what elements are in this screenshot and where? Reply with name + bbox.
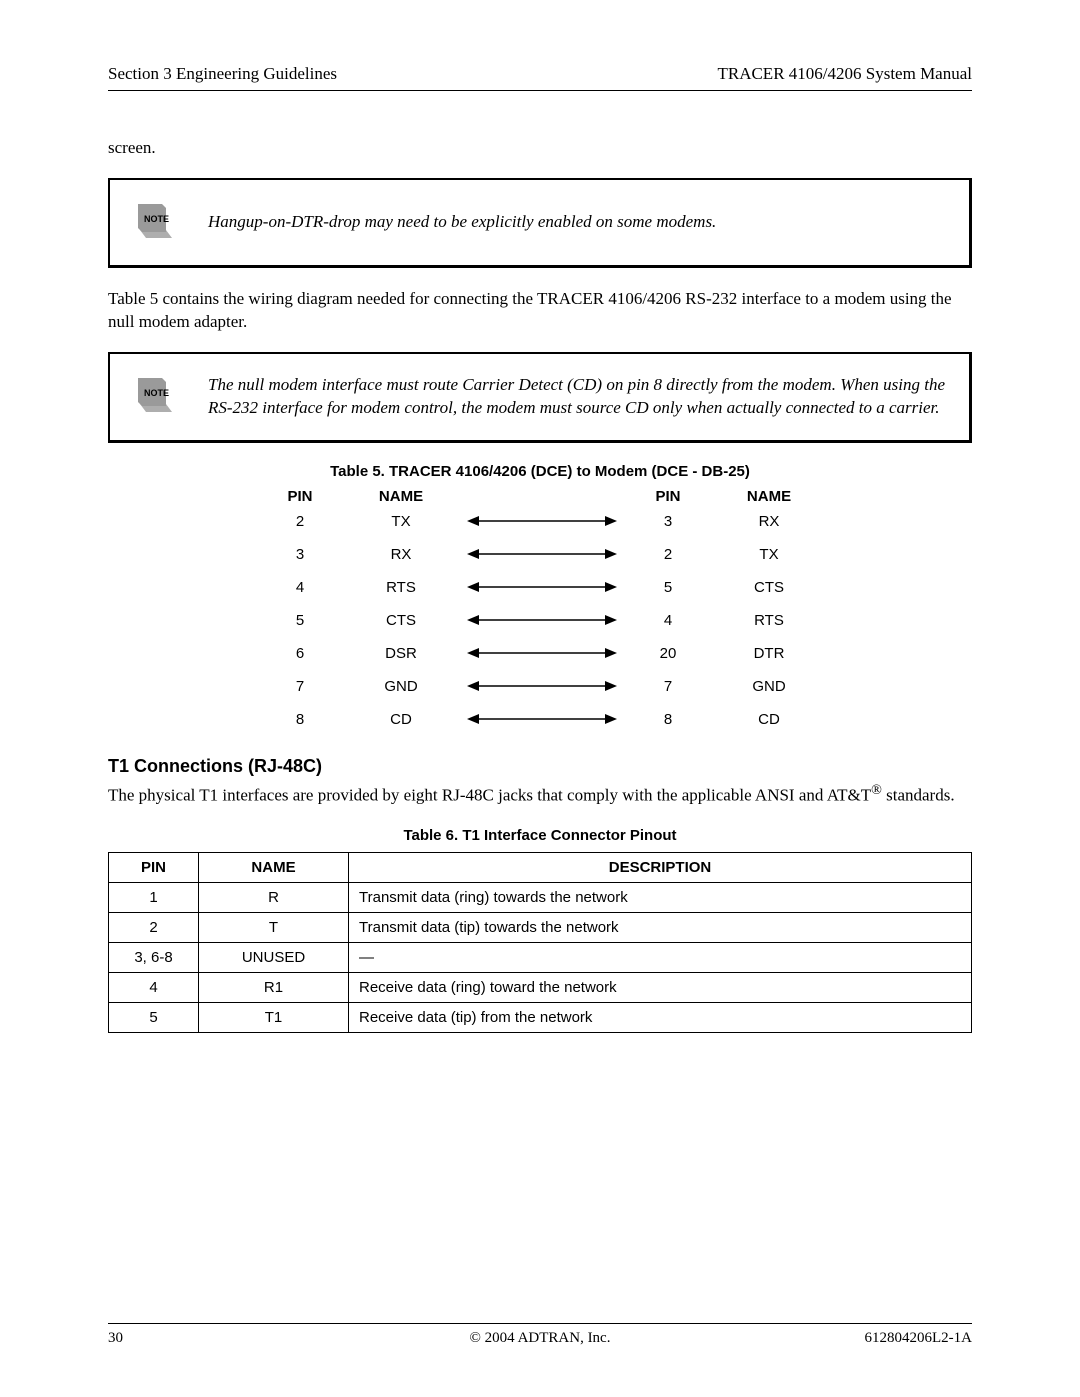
- wiring-pin-left: 6: [260, 645, 340, 662]
- wiring-row: 2TX 3RX: [260, 513, 820, 530]
- note-text-1: Hangup-on-DTR-drop may need to be explic…: [208, 211, 716, 234]
- table5-hdr-name-l: NAME: [346, 488, 456, 505]
- pin-cell: 1: [109, 883, 199, 913]
- wiring-pin-right: 2: [628, 546, 708, 563]
- desc-cell: Transmit data (tip) towards the network: [349, 913, 972, 943]
- wiring-name-right: RTS: [714, 612, 824, 629]
- page-header: Section 3 Engineering Guidelines TRACER …: [108, 64, 972, 91]
- name-cell: R1: [199, 973, 349, 1003]
- wiring-name-left: TX: [346, 513, 456, 530]
- wiring-pin-right: 4: [628, 612, 708, 629]
- desc-cell: Receive data (ring) toward the network: [349, 973, 972, 1003]
- table-row: 5T1Receive data (tip) from the network: [109, 1003, 972, 1033]
- pin-cell: 3, 6-8: [109, 943, 199, 973]
- wiring-row: 6DSR 20DTR: [260, 645, 820, 662]
- wiring-pin-left: 8: [260, 711, 340, 728]
- table5-hdr-pin-r: PIN: [628, 488, 708, 505]
- table6-hdr-name: NAME: [199, 853, 349, 883]
- wiring-name-right: CD: [714, 711, 824, 728]
- wiring-pin-right: 5: [628, 579, 708, 596]
- desc-cell: Receive data (tip) from the network: [349, 1003, 972, 1033]
- t1-para-suffix: standards.: [882, 785, 955, 804]
- wiring-name-right: GND: [714, 678, 824, 695]
- t1-heading: T1 Connections (RJ-48C): [108, 756, 972, 777]
- page-footer: 30 © 2004 ADTRAN, Inc. 612804206L2-1A: [108, 1323, 972, 1347]
- header-right: TRACER 4106/4206 System Manual: [717, 64, 972, 84]
- double-arrow-icon: [462, 680, 622, 692]
- wiring-name-right: RX: [714, 513, 824, 530]
- wiring-pin-right: 8: [628, 711, 708, 728]
- table6-hdr-pin: PIN: [109, 853, 199, 883]
- continuation-text: screen.: [108, 137, 972, 160]
- t1-para-prefix: The physical T1 interfaces are provided …: [108, 785, 871, 804]
- double-arrow-icon: [462, 614, 622, 626]
- note-icon: NOTE: [132, 374, 172, 419]
- table5-hdr-name-r: NAME: [714, 488, 824, 505]
- table-row: 3, 6-8UNUSED—: [109, 943, 972, 973]
- table-row: 1RTransmit data (ring) towards the netwo…: [109, 883, 972, 913]
- wiring-row: 5CTS 4RTS: [260, 612, 820, 629]
- pin-cell: 2: [109, 913, 199, 943]
- name-cell: R: [199, 883, 349, 913]
- table5-hdr-pin-l: PIN: [260, 488, 340, 505]
- body-para-1: Table 5 contains the wiring diagram need…: [108, 288, 972, 334]
- wiring-name-left: RTS: [346, 579, 456, 596]
- wiring-pin-right: 3: [628, 513, 708, 530]
- wiring-pin-left: 3: [260, 546, 340, 563]
- name-cell: T: [199, 913, 349, 943]
- note-box-2: NOTE The null modem interface must route…: [108, 352, 972, 443]
- pin-cell: 5: [109, 1003, 199, 1033]
- wiring-name-right: TX: [714, 546, 824, 563]
- header-left: Section 3 Engineering Guidelines: [108, 64, 337, 84]
- table6-hdr-desc: DESCRIPTION: [349, 853, 972, 883]
- wiring-name-left: CD: [346, 711, 456, 728]
- wiring-pin-right: 7: [628, 678, 708, 695]
- table5-wiring: PIN NAME PIN NAME 2TX 3RX3RX 2TX4RTS 5CT…: [260, 488, 820, 728]
- wiring-pin-left: 5: [260, 612, 340, 629]
- table6: PIN NAME DESCRIPTION 1RTransmit data (ri…: [108, 852, 972, 1033]
- footer-center: © 2004 ADTRAN, Inc.: [108, 1330, 972, 1347]
- wiring-name-left: CTS: [346, 612, 456, 629]
- wiring-name-right: DTR: [714, 645, 824, 662]
- note-box-1: NOTE Hangup-on-DTR-drop may need to be e…: [108, 178, 972, 268]
- svg-text:NOTE: NOTE: [144, 214, 169, 224]
- pin-cell: 4: [109, 973, 199, 1003]
- table5-caption: Table 5. TRACER 4106/4206 (DCE) to Modem…: [108, 463, 972, 480]
- name-cell: T1: [199, 1003, 349, 1033]
- note-icon: NOTE: [132, 200, 172, 245]
- wiring-row: 8CD 8CD: [260, 711, 820, 728]
- note-text-2: The null modem interface must route Carr…: [208, 374, 947, 420]
- wiring-row: 3RX 2TX: [260, 546, 820, 563]
- wiring-row: 7GND 7GND: [260, 678, 820, 695]
- registered-mark: ®: [871, 782, 882, 798]
- wiring-name-left: RX: [346, 546, 456, 563]
- name-cell: UNUSED: [199, 943, 349, 973]
- wiring-name-right: CTS: [714, 579, 824, 596]
- double-arrow-icon: [462, 713, 622, 725]
- desc-cell: —: [349, 943, 972, 973]
- double-arrow-icon: [462, 515, 622, 527]
- wiring-name-left: GND: [346, 678, 456, 695]
- table-row: 4R1Receive data (ring) toward the networ…: [109, 973, 972, 1003]
- wiring-name-left: DSR: [346, 645, 456, 662]
- table-row: 2TTransmit data (tip) towards the networ…: [109, 913, 972, 943]
- double-arrow-icon: [462, 581, 622, 593]
- t1-para: The physical T1 interfaces are provided …: [108, 781, 972, 808]
- wiring-pin-left: 7: [260, 678, 340, 695]
- wiring-pin-left: 4: [260, 579, 340, 596]
- desc-cell: Transmit data (ring) towards the network: [349, 883, 972, 913]
- svg-text:NOTE: NOTE: [144, 388, 169, 398]
- wiring-pin-right: 20: [628, 645, 708, 662]
- table6-caption: Table 6. T1 Interface Connector Pinout: [108, 827, 972, 844]
- wiring-row: 4RTS 5CTS: [260, 579, 820, 596]
- wiring-pin-left: 2: [260, 513, 340, 530]
- double-arrow-icon: [462, 647, 622, 659]
- double-arrow-icon: [462, 548, 622, 560]
